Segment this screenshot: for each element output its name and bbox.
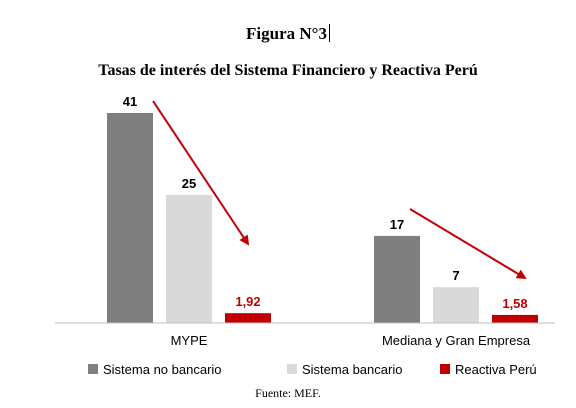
chart-title: Tasas de interés del Sistema Financiero … (98, 62, 478, 79)
bar-sistema-no-bancario-mype (107, 113, 153, 323)
category-label-mype: MYPE (171, 333, 208, 348)
legend-swatch-reactiva-peru (440, 364, 450, 374)
bar-sistema-bancario-mype (166, 194, 212, 323)
value-label-sistema-no-bancario-mype: 41 (123, 94, 137, 109)
legend-label-sistema-no-bancario: Sistema no bancario (103, 362, 222, 377)
bars-layer (107, 113, 538, 323)
value-label-reactiva-peru-mediana-y-gran-empresa: 1,58 (502, 296, 527, 311)
value-label-sistema-no-bancario-mediana-y-gran-empresa: 17 (390, 217, 404, 232)
legend-swatch-sistema-bancario (287, 364, 297, 374)
bar-reactiva-peru-mype (225, 313, 271, 323)
legend-swatch-sistema-no-bancario (88, 364, 98, 374)
category-labels-layer: MYPE Mediana y Gran Empresa (171, 333, 531, 348)
legend-item-sistema-no-bancario: Sistema no bancario (88, 362, 222, 377)
trend-arrow-mediana-y-gran-empresa (409, 208, 527, 280)
value-label-reactiva-peru-mype: 1,92 (235, 294, 260, 309)
bar-reactiva-peru-mediana-y-gran-empresa (492, 314, 538, 323)
legend: Sistema no bancario Sistema bancario React… (88, 362, 537, 377)
bar-sistema-no-bancario-mediana-y-gran-empresa (374, 235, 420, 323)
value-label-sistema-bancario-mediana-y-gran-empresa: 7 (452, 268, 459, 283)
source-note: Fuente: MEF. (255, 386, 321, 400)
figure-number: Figura N°3 (0, 24, 576, 48)
value-labels-layer: 41 25 1,92 17 7 1,58 (123, 94, 528, 311)
legend-label-sistema-bancario: Sistema bancario (302, 362, 402, 377)
trend-arrow-mype (152, 100, 250, 246)
text-cursor (328, 24, 330, 42)
legend-item-sistema-bancario: Sistema bancario (287, 362, 402, 377)
bar-sistema-bancario-mediana-y-gran-empresa (433, 287, 479, 323)
legend-label-reactiva-peru: Reactiva Perú (455, 362, 537, 377)
legend-item-reactiva-peru: Reactiva Perú (440, 362, 537, 377)
category-label-mediana-y-gran-empresa: Mediana y Gran Empresa (382, 333, 531, 348)
trend-arrows-layer (152, 100, 527, 280)
value-label-sistema-bancario-mype: 25 (182, 176, 196, 191)
